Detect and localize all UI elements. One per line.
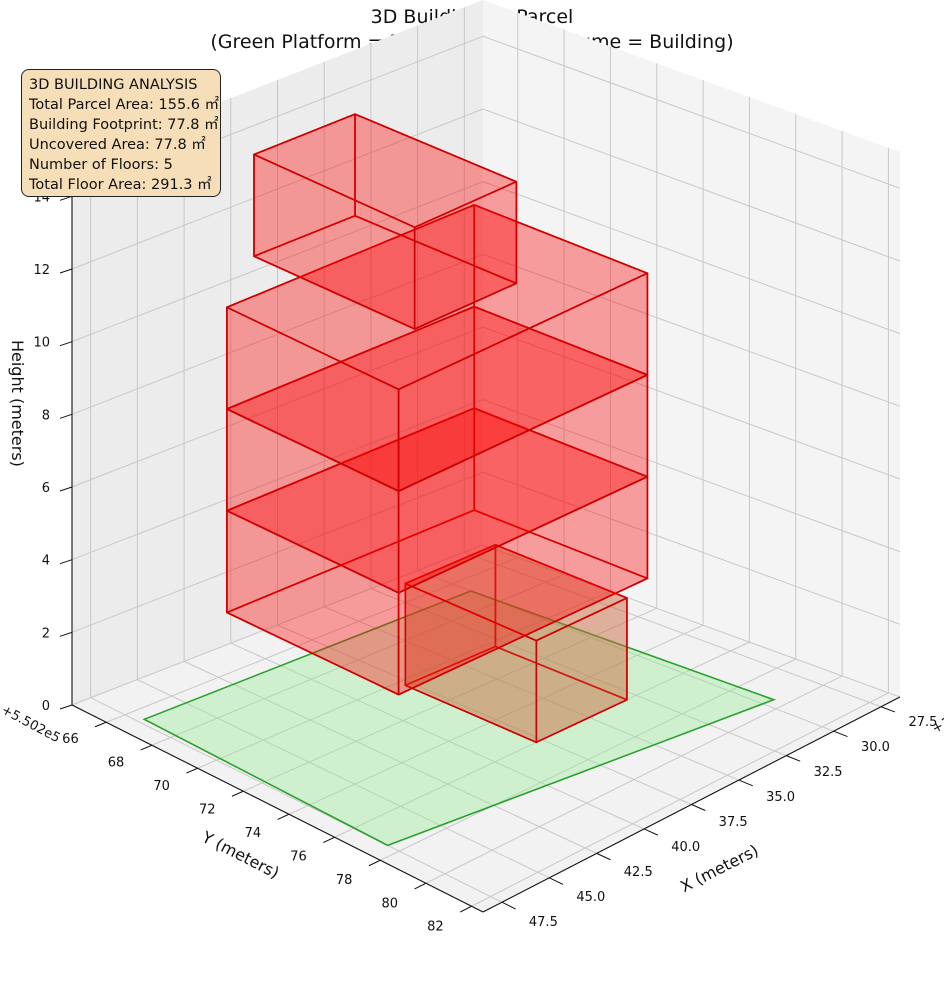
grid-line-z: [71, 544, 901, 706]
grid-line-x: [230, 642, 645, 830]
floor-face: [226, 204, 649, 391]
x-tick-mark: [738, 779, 753, 787]
grid-line-x: [137, 679, 550, 879]
z-tick-mark: [59, 195, 73, 201]
grid-lines: [71, 7, 901, 907]
parcel-platform: [142, 590, 777, 847]
y-tick-mark: [94, 721, 107, 728]
building-floor-3: [226, 305, 649, 594]
y-tick-label: 80: [381, 896, 398, 911]
y-tick-mark: [140, 744, 153, 751]
grid-line-y: [243, 607, 657, 792]
grid-line-x: [324, 606, 740, 781]
grid-line-y: [288, 624, 704, 815]
x-tick-label: 37.5: [719, 815, 748, 830]
building-floor-5: [253, 113, 518, 330]
y-offset-label: +5.502e5: [0, 703, 62, 746]
z-tick-mark: [59, 268, 73, 274]
z-tick-mark: [59, 631, 73, 637]
z-tick-mark: [59, 704, 73, 710]
grid-line-z: [71, 108, 901, 270]
grid-line-x: [464, 551, 882, 708]
info-building-footprint: Building Footprint: 77.8 ㎡: [29, 117, 219, 133]
y-tick-mark: [323, 836, 335, 844]
z-tick-label: 4: [42, 554, 50, 569]
x-tick-mark: [786, 755, 801, 762]
grid-line-x: [183, 660, 597, 854]
y-tick-label: 66: [62, 732, 79, 747]
y-tick-mark: [231, 790, 244, 797]
grid-line-x: [370, 588, 787, 757]
x-tick-label: 45.0: [576, 890, 605, 905]
grid-line-z: [71, 253, 901, 415]
grid-line-z: [71, 326, 901, 488]
z-tick-label: 2: [42, 626, 50, 641]
info-number-of-floors: Number of Floors: 5: [29, 157, 173, 173]
y-axis-label: Y (meters): [198, 827, 282, 882]
analysis-info-box: 3D BUILDING ANALYSIS Total Parcel Area: …: [21, 69, 221, 197]
y-tick-mark: [368, 859, 381, 867]
info-total-floor-area: Total Floor Area: 291.3 ㎡: [29, 177, 212, 193]
grid-line-x: [277, 624, 692, 805]
info-heading: 3D BUILDING ANALYSIS: [29, 77, 198, 93]
y-tick-label: 76: [290, 849, 307, 864]
z-axis-label: Height (meters): [8, 340, 27, 467]
scene: [142, 113, 777, 847]
x-tick-label: 47.5: [529, 915, 558, 930]
x-tick-label: 27.5: [908, 715, 937, 730]
z-tick-mark: [59, 413, 73, 419]
grid-line-z: [71, 181, 901, 343]
x-tick-mark: [549, 877, 564, 885]
x-tick-label: 40.0: [671, 840, 700, 855]
floor-face: [404, 543, 628, 642]
z-tick-mark: [59, 341, 73, 347]
x-tick-mark: [691, 804, 706, 811]
x-tick-mark: [833, 730, 848, 738]
z-tick-label: 0: [42, 699, 50, 714]
y-tick-label: 78: [336, 873, 353, 888]
y-tick-mark: [459, 905, 472, 913]
z-tick-mark: [59, 486, 73, 492]
x-tick-label: 30.0: [861, 740, 890, 755]
z-tick-mark: [59, 559, 73, 565]
grid-line-y: [106, 557, 518, 723]
grid-line-z: [71, 399, 901, 561]
x-tick-label: 42.5: [624, 865, 653, 880]
y-tick-label: 72: [199, 802, 216, 817]
x-tick-mark: [880, 706, 896, 713]
y-axis-line: [71, 704, 484, 913]
z-tick-label: 12: [33, 263, 50, 278]
y-tick-label: 68: [108, 755, 125, 770]
x-tick-label: 35.0: [766, 790, 795, 805]
info-uncovered-area: Uncovered Area: 77.8 ㎡: [29, 137, 206, 153]
grid-line-z: [71, 471, 901, 633]
z-tick-label: 6: [42, 481, 50, 496]
x-tick-mark: [596, 852, 611, 861]
building-floor-1: [404, 543, 628, 744]
grid-line-y: [471, 692, 889, 907]
grid-line-y: [425, 675, 843, 884]
y-tick-mark: [186, 767, 198, 774]
y-tick-label: 82: [427, 920, 444, 935]
building-floor-4: [226, 204, 649, 492]
info-parcel-area: Total Parcel Area: 155.6 ㎡: [29, 97, 220, 113]
x-tick-mark: [501, 901, 516, 910]
axis-lines: [59, 160, 901, 913]
grid-line-x: [90, 697, 503, 903]
y-tick-mark: [414, 882, 427, 890]
y-tick-mark: [277, 813, 290, 820]
x-tick-mark: [643, 828, 659, 836]
y-tick-label: 74: [245, 826, 262, 841]
y-tick-label: 70: [153, 779, 170, 794]
z-tick-label: 8: [42, 408, 50, 423]
grid-line-y: [380, 658, 796, 861]
x-tick-label: 32.5: [814, 765, 843, 780]
floor-face: [253, 113, 518, 229]
x-axis-line: [482, 696, 901, 913]
z-tick-label: 10: [33, 336, 50, 351]
grid-line-y: [197, 590, 611, 769]
